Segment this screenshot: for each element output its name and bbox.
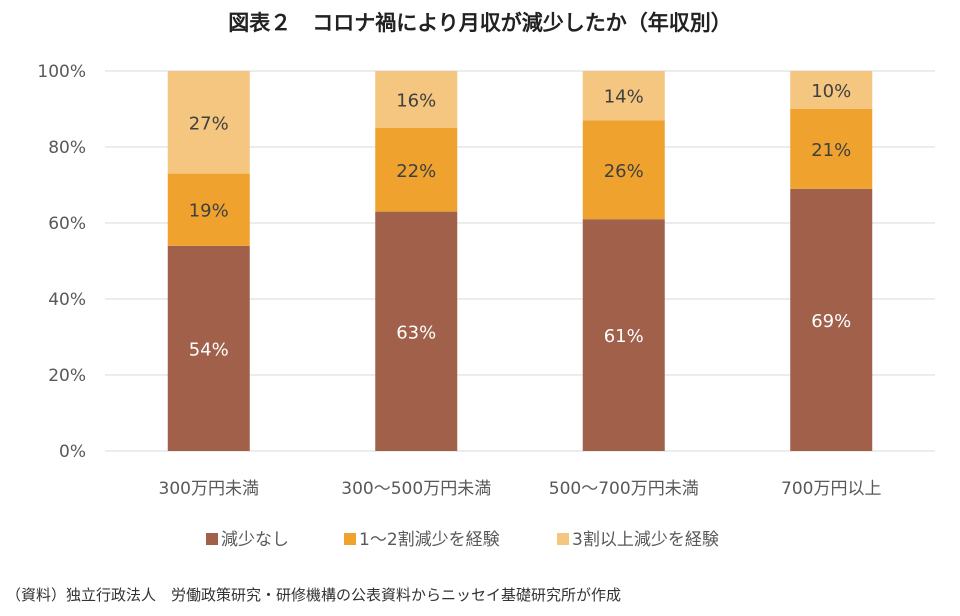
bar-segment <box>582 219 665 451</box>
y-tick-label: 0% <box>59 442 86 462</box>
bar-segment <box>790 188 873 452</box>
x-category-label: 700万円以上 <box>781 479 881 499</box>
y-tick-label: 80% <box>48 138 86 158</box>
data-label: 10% <box>811 81 851 102</box>
bar-segment <box>582 71 665 121</box>
bar-segment <box>167 245 250 451</box>
y-tick-label: 20% <box>48 366 86 386</box>
bar-segment <box>167 173 250 246</box>
legend-swatch <box>557 533 569 545</box>
data-label: 22% <box>396 161 436 182</box>
data-label: 14% <box>604 87 644 108</box>
legend-label: 減少なし <box>221 530 289 550</box>
data-label: 61% <box>604 326 644 347</box>
data-label: 69% <box>811 311 851 332</box>
legend-swatch <box>206 533 218 545</box>
chart-title: 図表２ コロナ禍により月収が減少したか（年収別） <box>228 11 732 35</box>
bar-segment <box>582 120 665 220</box>
bar-segment <box>790 109 873 189</box>
data-label: 63% <box>396 322 436 343</box>
legend-label: 3割以上減少を経験 <box>572 530 719 550</box>
data-label: 27% <box>189 113 229 134</box>
x-category-label: 300万円未満 <box>159 479 259 499</box>
bar-segment <box>167 71 250 174</box>
data-label: 19% <box>189 201 229 222</box>
bar-segment <box>790 71 873 109</box>
data-label: 21% <box>811 140 851 161</box>
y-tick-label: 60% <box>48 214 86 234</box>
data-label: 26% <box>604 161 644 182</box>
y-tick-label: 40% <box>48 290 86 310</box>
legend-label: 1～2割減少を経験 <box>359 530 500 550</box>
data-label: 54% <box>189 339 229 360</box>
bar-segment <box>375 128 458 212</box>
source-note: （資料）独立行政法人 労働政策研究・研修機構の公表資料からニッセイ基礎研究所が作… <box>6 586 621 604</box>
data-label: 16% <box>396 91 436 112</box>
bar-segment <box>375 211 458 451</box>
y-tick-label: 100% <box>37 62 86 82</box>
bar-segment <box>375 71 458 128</box>
x-category-label: 500～700万円未満 <box>549 479 699 499</box>
legend-swatch <box>344 533 356 545</box>
x-category-label: 300～500万円未満 <box>341 479 491 499</box>
